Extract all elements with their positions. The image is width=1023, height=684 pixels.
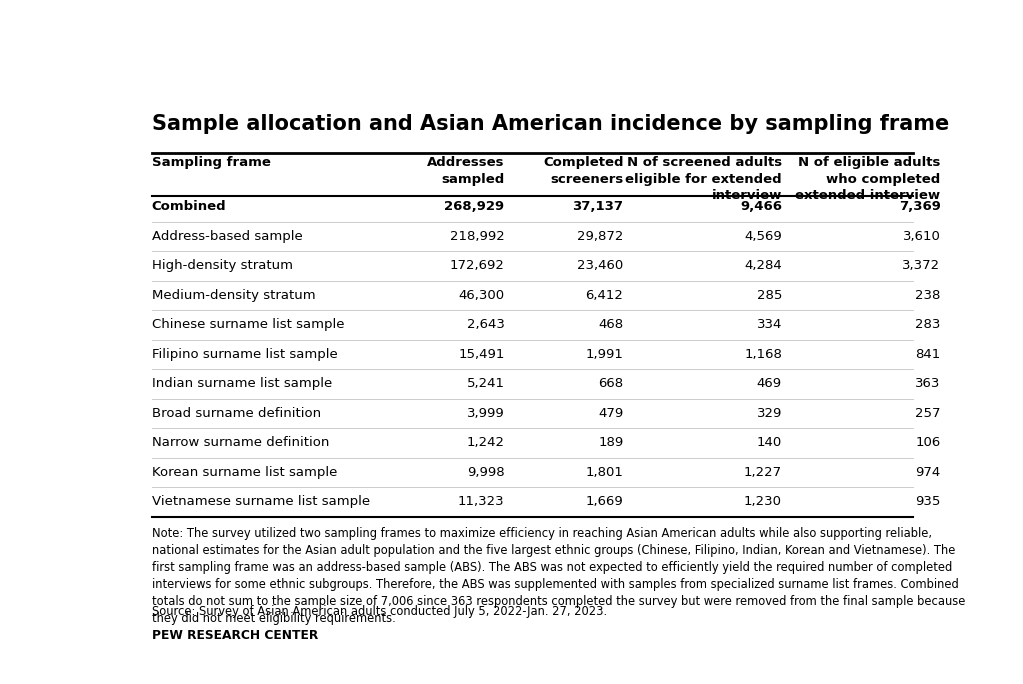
Text: Completed
screeners: Completed screeners <box>543 157 623 186</box>
Text: Medium-density stratum: Medium-density stratum <box>151 289 315 302</box>
Text: 257: 257 <box>915 406 940 419</box>
Text: 9,466: 9,466 <box>740 200 782 213</box>
Text: 334: 334 <box>757 318 782 331</box>
Text: 1,230: 1,230 <box>744 495 782 508</box>
Text: 2,643: 2,643 <box>466 318 504 331</box>
Text: 1,242: 1,242 <box>466 436 504 449</box>
Text: 468: 468 <box>598 318 623 331</box>
Text: 4,284: 4,284 <box>744 259 782 272</box>
Text: Addresses
sampled: Addresses sampled <box>427 157 504 186</box>
Text: 1,227: 1,227 <box>744 466 782 479</box>
Text: Korean surname list sample: Korean surname list sample <box>151 466 337 479</box>
Text: Sampling frame: Sampling frame <box>151 157 270 170</box>
Text: 9,998: 9,998 <box>466 466 504 479</box>
Text: 15,491: 15,491 <box>458 347 504 360</box>
Text: 106: 106 <box>916 436 940 449</box>
Text: 37,137: 37,137 <box>573 200 623 213</box>
Text: 4,569: 4,569 <box>744 230 782 243</box>
Text: 329: 329 <box>757 406 782 419</box>
Text: 3,372: 3,372 <box>902 259 940 272</box>
Text: 935: 935 <box>916 495 940 508</box>
Text: 469: 469 <box>757 377 782 390</box>
Text: 46,300: 46,300 <box>458 289 504 302</box>
Text: 29,872: 29,872 <box>577 230 623 243</box>
Text: Filipino surname list sample: Filipino surname list sample <box>151 347 338 360</box>
Text: Address-based sample: Address-based sample <box>151 230 303 243</box>
Text: High-density stratum: High-density stratum <box>151 259 293 272</box>
Text: 238: 238 <box>916 289 940 302</box>
Text: 283: 283 <box>916 318 940 331</box>
Text: 363: 363 <box>916 377 940 390</box>
Text: 7,369: 7,369 <box>898 200 940 213</box>
Text: Source: Survey of Asian American adults conducted July 5, 2022-Jan. 27, 2023.: Source: Survey of Asian American adults … <box>151 605 607 618</box>
Text: 1,801: 1,801 <box>585 466 623 479</box>
Text: Combined: Combined <box>151 200 226 213</box>
Text: Note: The survey utilized two sampling frames to maximize efficiency in reaching: Note: The survey utilized two sampling f… <box>151 527 965 625</box>
Text: 23,460: 23,460 <box>577 259 623 272</box>
Text: Vietnamese surname list sample: Vietnamese surname list sample <box>151 495 369 508</box>
Text: 285: 285 <box>757 289 782 302</box>
Text: N of screened adults
eligible for extended
interview: N of screened adults eligible for extend… <box>625 157 782 202</box>
Text: Indian surname list sample: Indian surname list sample <box>151 377 331 390</box>
Text: Chinese surname list sample: Chinese surname list sample <box>151 318 344 331</box>
Text: 1,168: 1,168 <box>744 347 782 360</box>
Text: 11,323: 11,323 <box>458 495 504 508</box>
Text: 1,669: 1,669 <box>585 495 623 508</box>
Text: 189: 189 <box>598 436 623 449</box>
Text: Narrow surname definition: Narrow surname definition <box>151 436 329 449</box>
Text: 172,692: 172,692 <box>449 259 504 272</box>
Text: 3,999: 3,999 <box>466 406 504 419</box>
Text: 668: 668 <box>598 377 623 390</box>
Text: N of eligible adults
who completed
extended interview: N of eligible adults who completed exten… <box>796 157 940 202</box>
Text: Sample allocation and Asian American incidence by sampling frame: Sample allocation and Asian American inc… <box>151 114 949 133</box>
Text: 974: 974 <box>916 466 940 479</box>
Text: PEW RESEARCH CENTER: PEW RESEARCH CENTER <box>151 629 318 642</box>
Text: Broad surname definition: Broad surname definition <box>151 406 321 419</box>
Text: 268,929: 268,929 <box>444 200 504 213</box>
Text: 5,241: 5,241 <box>466 377 504 390</box>
Text: 841: 841 <box>916 347 940 360</box>
Text: 1,991: 1,991 <box>585 347 623 360</box>
Text: 140: 140 <box>757 436 782 449</box>
Text: 479: 479 <box>598 406 623 419</box>
Text: 6,412: 6,412 <box>585 289 623 302</box>
Text: 218,992: 218,992 <box>450 230 504 243</box>
Text: 3,610: 3,610 <box>902 230 940 243</box>
